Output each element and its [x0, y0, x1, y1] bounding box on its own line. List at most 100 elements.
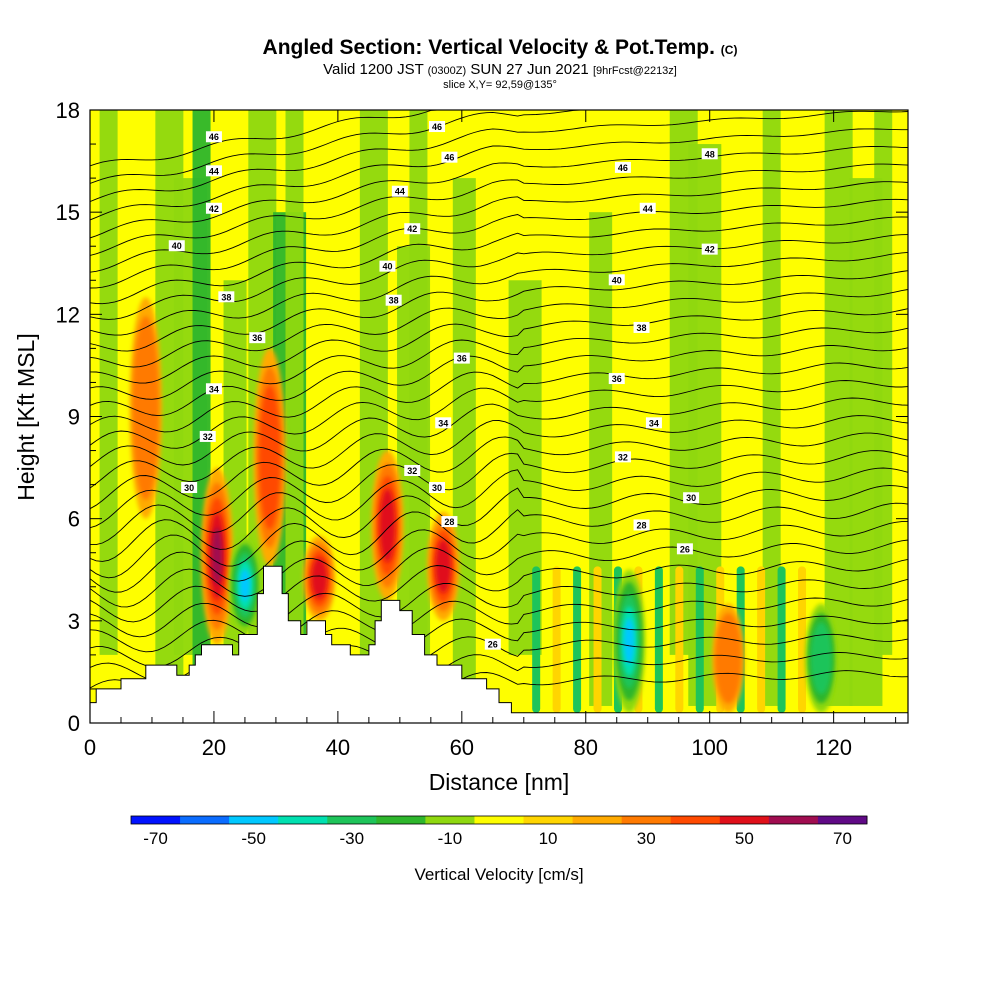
- theta-contour: [90, 110, 908, 184]
- velocity-field: [90, 110, 908, 723]
- contour-label: 30: [432, 483, 442, 493]
- y-tick-label: 6: [68, 507, 80, 532]
- weak-downdraft-band: [551, 110, 570, 706]
- contour-label-bg: [404, 464, 421, 476]
- wave-band: [757, 566, 766, 713]
- title-block: Angled Section: Vertical Velocity & Pot.…: [0, 36, 1000, 91]
- contour-label: 34: [438, 418, 448, 428]
- theta-contour: [90, 198, 908, 289]
- contour-label: 26: [680, 544, 690, 554]
- colorbar-swatch: [131, 816, 181, 824]
- colorbar-swatch: [670, 816, 721, 824]
- slice-info: slice X,Y= 92,59@135°: [443, 79, 557, 91]
- contour-label: 38: [389, 296, 399, 306]
- theta-contour: [90, 128, 908, 221]
- contour-label: 28: [637, 520, 647, 530]
- chart-subtitle: Valid 1200 JST (0300Z) SUN 27 Jun 2021 […: [323, 61, 677, 78]
- theta-contour: [90, 415, 908, 489]
- theta-contour: [90, 289, 908, 368]
- theta-contour: [90, 345, 908, 417]
- contour-label-bg: [435, 417, 452, 429]
- theta-contour: [90, 502, 908, 579]
- downdraft-core: [810, 622, 832, 695]
- theta-contour: [90, 327, 908, 400]
- y-tick-label: 12: [56, 302, 80, 327]
- theta-contour: [90, 308, 908, 384]
- colorbar-swatch: [572, 816, 623, 824]
- colorbar-tick-label: 30: [637, 829, 656, 848]
- theta-contour: [90, 110, 908, 167]
- y-tick-label: 9: [68, 405, 80, 430]
- terrain-profile: [90, 565, 908, 723]
- wave-band: [573, 566, 582, 713]
- wave-band: [798, 566, 807, 713]
- colorbar-swatch: [327, 816, 377, 824]
- contour-label: 42: [705, 245, 715, 255]
- theta-contour: [90, 251, 908, 336]
- y-tick-label: 3: [68, 609, 80, 634]
- contour-label: 40: [382, 262, 392, 272]
- theta-contour: [90, 558, 908, 623]
- colorbar-swatch: [376, 816, 426, 824]
- contour-label: 44: [395, 187, 405, 197]
- theta-contour: [90, 397, 908, 467]
- wave-band: [593, 566, 602, 713]
- updraft-core: [311, 557, 328, 600]
- contour-label-bg: [205, 131, 222, 143]
- x-tick-label: 60: [450, 735, 474, 760]
- colorbar-swatch: [278, 816, 328, 824]
- wave-band: [532, 566, 541, 713]
- contour-label: 34: [209, 384, 219, 394]
- contour-labels: 46 44 42 40 38 36 34 32 30 46 46 44 42 40 38 36 34 32 30 28…: [168, 121, 718, 650]
- weak-downdraft-band: [328, 144, 352, 655]
- contour-label-bg: [441, 151, 458, 163]
- contour-label-bg: [701, 243, 718, 255]
- colorbar-tick-label: -50: [241, 829, 266, 848]
- theta-contour: [90, 615, 908, 668]
- contour-label: 46: [618, 163, 628, 173]
- contour-label: 30: [184, 483, 194, 493]
- colorbar-swatch: [621, 816, 672, 824]
- theta-contour: [90, 380, 908, 449]
- contour-label-bg: [429, 121, 446, 133]
- contour-label-bg: [199, 430, 216, 442]
- weak-downdraft-band: [688, 144, 722, 706]
- contour-label-bg: [701, 148, 718, 160]
- colorbar-swatch: [817, 816, 868, 824]
- colorbar-swatch: [229, 816, 279, 824]
- theta-contour: [90, 485, 908, 562]
- contour-label-bg: [453, 352, 470, 364]
- contour-label-bg: [608, 274, 625, 286]
- wave-band: [552, 566, 561, 713]
- colorbar-swatch: [474, 816, 525, 824]
- colorbar-swatch: [180, 816, 230, 824]
- weak-downdraft-band: [285, 110, 304, 706]
- wave-band: [777, 566, 786, 713]
- weak-downdraft-band: [409, 110, 428, 655]
- contour-label: 30: [686, 493, 696, 503]
- weak-downdraft-band: [781, 246, 805, 655]
- contour-label-bg: [676, 543, 693, 555]
- weak-downdraft-band: [477, 110, 506, 706]
- theta-contour: [90, 362, 908, 433]
- theta-contour: [90, 432, 908, 510]
- x-axis-label: Distance [nm]: [429, 769, 570, 795]
- y-tick-label: 18: [56, 98, 80, 123]
- contour-label-bg: [608, 373, 625, 385]
- theta-contour: [90, 270, 908, 352]
- contour-label: 32: [407, 466, 417, 476]
- colorbar-tick-label: 50: [735, 829, 754, 848]
- contour-label-bg: [379, 260, 396, 272]
- wave-band: [695, 566, 704, 713]
- contour-label: 26: [488, 640, 498, 650]
- contour-label: 32: [618, 452, 628, 462]
- colorbar: -70 -50 -30 -10 10 30 50 70: [130, 815, 868, 848]
- contour-label-bg: [633, 321, 650, 333]
- x-tick-label: 80: [574, 735, 598, 760]
- downdraft-core: [239, 569, 251, 601]
- theta-contour: [90, 521, 908, 593]
- contour-label-bg: [218, 291, 235, 303]
- theta-contour: [90, 539, 908, 608]
- contour-label-bg: [683, 492, 700, 504]
